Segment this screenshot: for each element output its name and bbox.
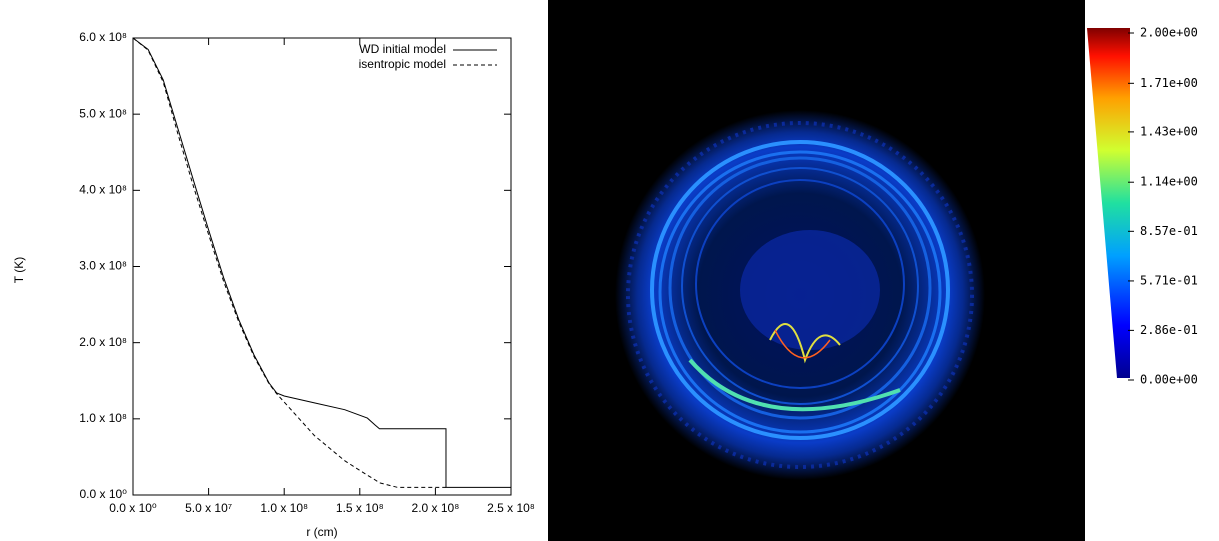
x-tick-label: 0.0 x 10⁰ [109,501,157,515]
x-tick-label: 1.5 x 10⁸ [336,501,384,515]
colorbar-wedge [1087,28,1130,378]
series-line [132,37,511,488]
outer-ring [626,121,974,469]
y-tick-label: 1.0 x 10⁸ [79,411,127,425]
ring [695,179,905,389]
colorbar-tick-label: 1.14e+00 [1140,175,1198,189]
colorbar-tick-label: 1.71e+00 [1140,76,1198,90]
colorbar-tick-label: 2.86e-01 [1140,323,1198,337]
y-tick-label: 4.0 x 10⁸ [79,183,127,197]
colorbar-tick-label: 1.43e+00 [1140,124,1198,138]
ring [681,167,919,405]
simulation-field [615,110,985,480]
bright-arc [688,358,901,412]
colorbar-tick-label: 8.57e-01 [1140,224,1198,238]
y-tick-label: 2.0 x 10⁸ [79,335,127,349]
core [740,230,880,350]
x-axis-label: r (cm) [306,525,337,539]
x-tick-label: 5.0 x 10⁷ [185,501,232,515]
ring [668,156,932,420]
turbulence [769,323,841,364]
colorbar-tick-label: 2.00e+00 [1140,26,1198,40]
turbulence [774,329,831,359]
y-tick-label: 6.0 x 10⁸ [79,30,127,44]
ring [650,140,950,440]
ring [658,150,942,434]
series-line [132,37,446,488]
legend-label: WD initial model [359,42,446,56]
x-tick-label: 2.5 x 10⁸ [487,501,535,515]
x-tick-label: 1.0 x 10⁸ [260,501,308,515]
y-tick-label: 3.0 x 10⁸ [79,259,127,273]
plot-frame [132,37,512,496]
colorbar: 2.00e+00 1.71e+00 1.43e+00 1.14e+00 8.57e-01… [1087,26,1198,387]
x-tick-label: 2.0 x 10⁸ [412,501,460,515]
y-tick-label: 5.0 x 10⁸ [79,106,127,120]
y-axis-label: T (K) [12,257,26,283]
colorbar-tick-label: 5.71e-01 [1140,273,1198,287]
blank-area [1085,397,1219,541]
y-tick-label: 0.0 x 10⁰ [79,487,127,501]
colorbar-tick-label: 0.00e+00 [1140,373,1198,387]
legend-label: isentropic model [359,57,446,71]
